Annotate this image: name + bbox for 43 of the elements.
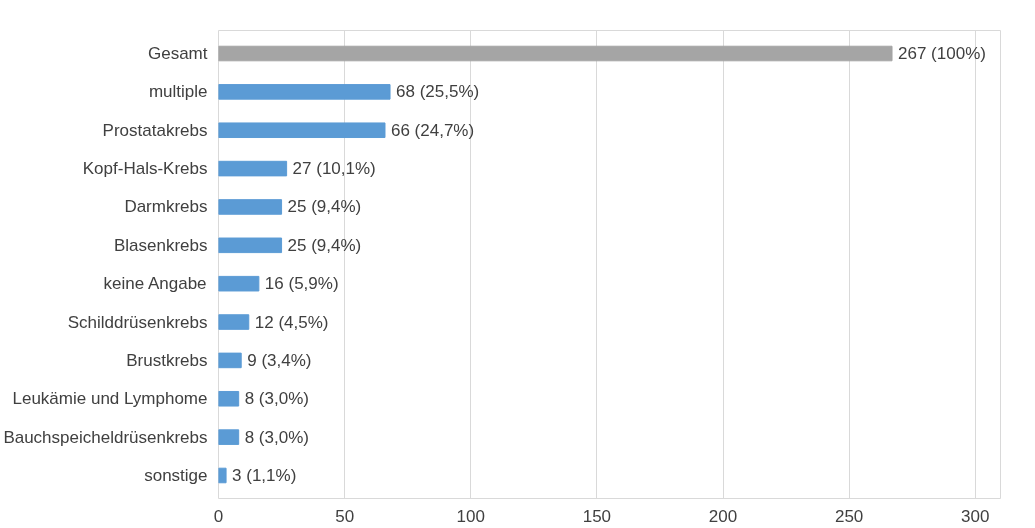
y-tick-label: Darmkrebs (124, 197, 208, 217)
bar (218, 84, 391, 100)
y-tick-label: sonstige (144, 465, 208, 485)
bar (218, 160, 288, 177)
y-tick-label: Brustkrebs (126, 350, 208, 370)
bar (218, 199, 283, 215)
y-tick-label: Kopf-Hals-Krebs (82, 159, 208, 179)
data-label: 66 (24,7%) (390, 120, 475, 140)
x-tick-label: 0 (213, 506, 224, 526)
y-tick-label: Prostatakrebs (102, 120, 208, 140)
y-tick-label: keine Angabe (103, 274, 207, 294)
y-tick-label: Blasenkrebs (113, 235, 208, 255)
y-tick-label: Schilddrüsenkrebs (67, 312, 208, 332)
bar (218, 429, 240, 445)
y-tick-label: Leukämie und Lymphome (12, 389, 208, 409)
bar (218, 45, 893, 62)
x-tick-label: 150 (582, 506, 612, 526)
bar (218, 352, 242, 369)
data-label: 267 (100%) (898, 44, 986, 64)
x-tick-label: 200 (708, 506, 738, 526)
y-tick-label: multiple (148, 82, 208, 102)
x-tick-label: 300 (961, 506, 990, 526)
bar (218, 467, 227, 484)
x-tick-label: 250 (834, 506, 864, 526)
y-tick-label: Gesamt (147, 44, 208, 64)
data-label: 25 (9,4%) (287, 197, 362, 217)
data-label: 3 (1,1%) (232, 465, 297, 485)
data-label: 68 (25,5%) (396, 82, 480, 102)
data-label: 25 (9,4%) (287, 235, 362, 255)
x-tick-label: 100 (456, 506, 485, 526)
bar (218, 275, 260, 292)
bar (218, 122, 386, 139)
data-label: 8 (3,0%) (244, 389, 309, 409)
data-label: 12 (4,5%) (254, 312, 329, 332)
bar (218, 314, 250, 330)
bar (218, 390, 240, 407)
x-tick-label: 50 (335, 506, 355, 526)
y-tick-label: Bauchspeicheldrüsenkrebs (3, 427, 208, 447)
data-label: 9 (3,4%) (247, 350, 312, 370)
data-label: 16 (5,9%) (264, 274, 339, 294)
data-label: 8 (3,0%) (244, 427, 309, 447)
bar (218, 237, 283, 254)
data-label: 27 (10,1%) (292, 159, 376, 179)
